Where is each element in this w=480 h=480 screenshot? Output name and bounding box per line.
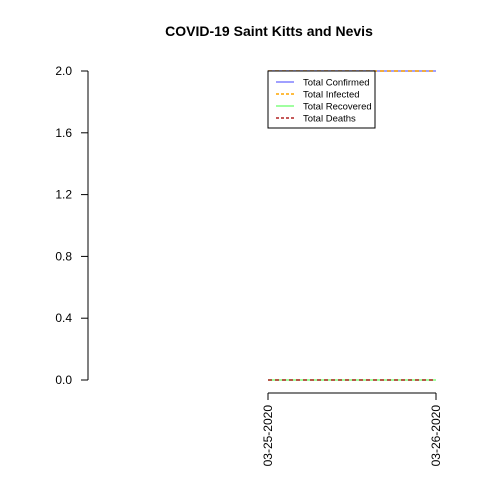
y-tick-label: 1.6: [55, 126, 72, 140]
legend-label: Total Deaths: [303, 114, 356, 125]
legend-label: Total Infected: [303, 90, 360, 101]
y-tick-label: 0.0: [55, 373, 72, 387]
y-tick-label: 1.2: [55, 188, 72, 202]
legend-box: [267, 70, 376, 129]
y-tick-label: 2.0: [55, 64, 72, 78]
y-tick-label: 0.8: [55, 249, 72, 263]
y-tick-label: 0.4: [55, 311, 72, 325]
chart-title: COVID-19 Saint Kitts and Nevis: [165, 23, 373, 39]
axes: 0.0 0.4 0.8 1.2 1.6 2.0 03-25-2020 03-26-2020: [55, 64, 443, 466]
x-tick-label: 03-26-2020: [429, 405, 443, 467]
x-tick-label: 03-25-2020: [261, 405, 275, 467]
legend-label: Total Confirmed: [303, 78, 370, 89]
legend-label: Total Recovered: [303, 102, 372, 113]
